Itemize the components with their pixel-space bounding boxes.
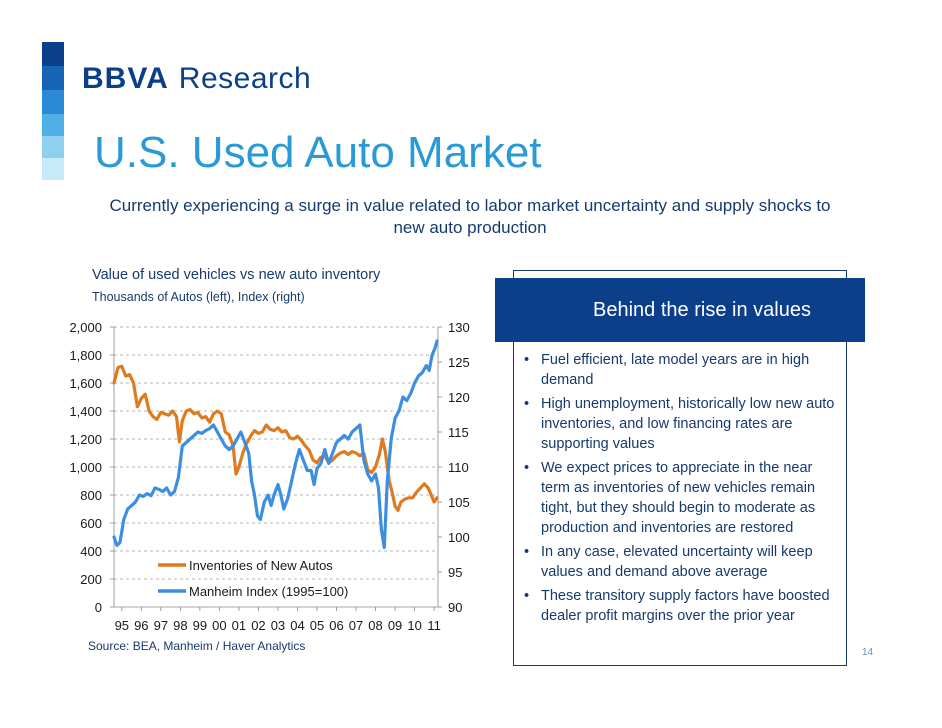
x-tick-label: 99 <box>193 618 207 633</box>
right-tick-label: 130 <box>448 320 470 335</box>
page-number: 14 <box>862 647 874 658</box>
x-tick-label: 01 <box>232 618 246 633</box>
band-segment <box>42 66 64 90</box>
band-segment <box>42 136 64 158</box>
left-tick-label: 1,600 <box>69 376 102 391</box>
x-tick-label: 02 <box>251 618 265 633</box>
band-segment <box>42 90 64 114</box>
band-segment <box>42 114 64 136</box>
left-tick-label: 1,800 <box>69 348 102 363</box>
right-tick-label: 125 <box>448 355 470 370</box>
bullet-item: • Fuel efficient, late model years are in… <box>513 350 843 390</box>
bullet-symbol: • <box>524 396 530 412</box>
right-tick-label: 95 <box>448 565 462 580</box>
x-tick-label: 06 <box>329 618 343 633</box>
bullet-item: • These transitory supply factors have bo… <box>513 586 843 626</box>
chart-title: Value of used vehicles vs new auto inven… <box>92 267 381 283</box>
bullet-text: In any case, elevated uncertainty will k… <box>541 544 813 580</box>
x-tick-label: 96 <box>134 618 148 633</box>
x-tick-label: 07 <box>349 618 363 633</box>
bullet-text: These transitory supply factors have boo… <box>541 588 830 624</box>
bullet-item: • In any case, elevated uncertainty will … <box>513 542 843 582</box>
left-tick-label: 0 <box>95 600 102 615</box>
bullet-symbol: • <box>524 460 530 476</box>
left-tick-label: 2,000 <box>69 320 102 335</box>
chart-subtitle: Thousands of Autos (left), Index (right) <box>92 290 305 304</box>
left-tick-label: 1,000 <box>69 460 102 475</box>
x-tick-label: 09 <box>388 618 402 633</box>
x-tick-label: 97 <box>154 618 168 633</box>
legend-label: Inventories of New Autos <box>189 558 333 573</box>
right-tick-label: 105 <box>448 495 470 510</box>
left-tick-label: 1,400 <box>69 404 102 419</box>
x-tick-label: 11 <box>427 618 441 633</box>
bullet-item: • We expect prices to appreciate in the n… <box>513 458 843 538</box>
brand-name: BBVA <box>82 62 169 95</box>
x-tick-label: 04 <box>290 618 304 633</box>
band-segment <box>42 158 64 180</box>
x-tick-label: 00 <box>212 618 226 633</box>
right-tick-label: 115 <box>448 425 469 440</box>
series-line <box>112 339 439 550</box>
bullet-text: High unemployment, historically low new … <box>541 396 835 452</box>
info-bullets: • Fuel efficient, late model years are in… <box>513 350 843 630</box>
x-tick-label: 08 <box>368 618 382 633</box>
brand-logo: BBVA Research <box>82 62 311 96</box>
left-tick-label: 400 <box>80 544 102 559</box>
x-tick-label: 03 <box>271 618 285 633</box>
x-tick-label: 10 <box>407 618 421 633</box>
bullet-item: • High unemployment, historically low new… <box>513 394 843 454</box>
band-segment <box>42 42 64 66</box>
legend-label: Manheim Index (1995=100) <box>189 584 348 599</box>
x-tick-label: 05 <box>310 618 324 633</box>
brand-unit: Research <box>178 62 312 95</box>
x-tick-label: 95 <box>115 618 129 633</box>
left-tick-label: 200 <box>80 572 102 587</box>
bullet-text: We expect prices to appreciate in the ne… <box>541 460 816 536</box>
right-tick-label: 120 <box>448 390 470 405</box>
x-tick-label: 98 <box>173 618 187 633</box>
left-tick-label: 1,200 <box>69 432 102 447</box>
left-tick-label: 600 <box>80 516 102 531</box>
left-tick-label: 800 <box>80 488 102 503</box>
chart-source: Source: BEA, Manheim / Haver Analytics <box>88 639 306 653</box>
bullet-symbol: • <box>524 544 530 560</box>
slide-subtitle: Currently experiencing a surge in value … <box>109 196 831 237</box>
right-tick-label: 90 <box>448 600 462 615</box>
bullet-symbol: • <box>524 352 530 368</box>
bullet-text: Fuel efficient, late model years are in … <box>541 352 810 388</box>
slide-title: U.S. Used Auto Market <box>94 128 542 177</box>
bullet-symbol: • <box>524 588 530 604</box>
info-panel-heading: Behind the rise in values <box>495 278 865 342</box>
right-tick-label: 100 <box>448 530 470 545</box>
right-tick-label: 110 <box>448 460 469 475</box>
